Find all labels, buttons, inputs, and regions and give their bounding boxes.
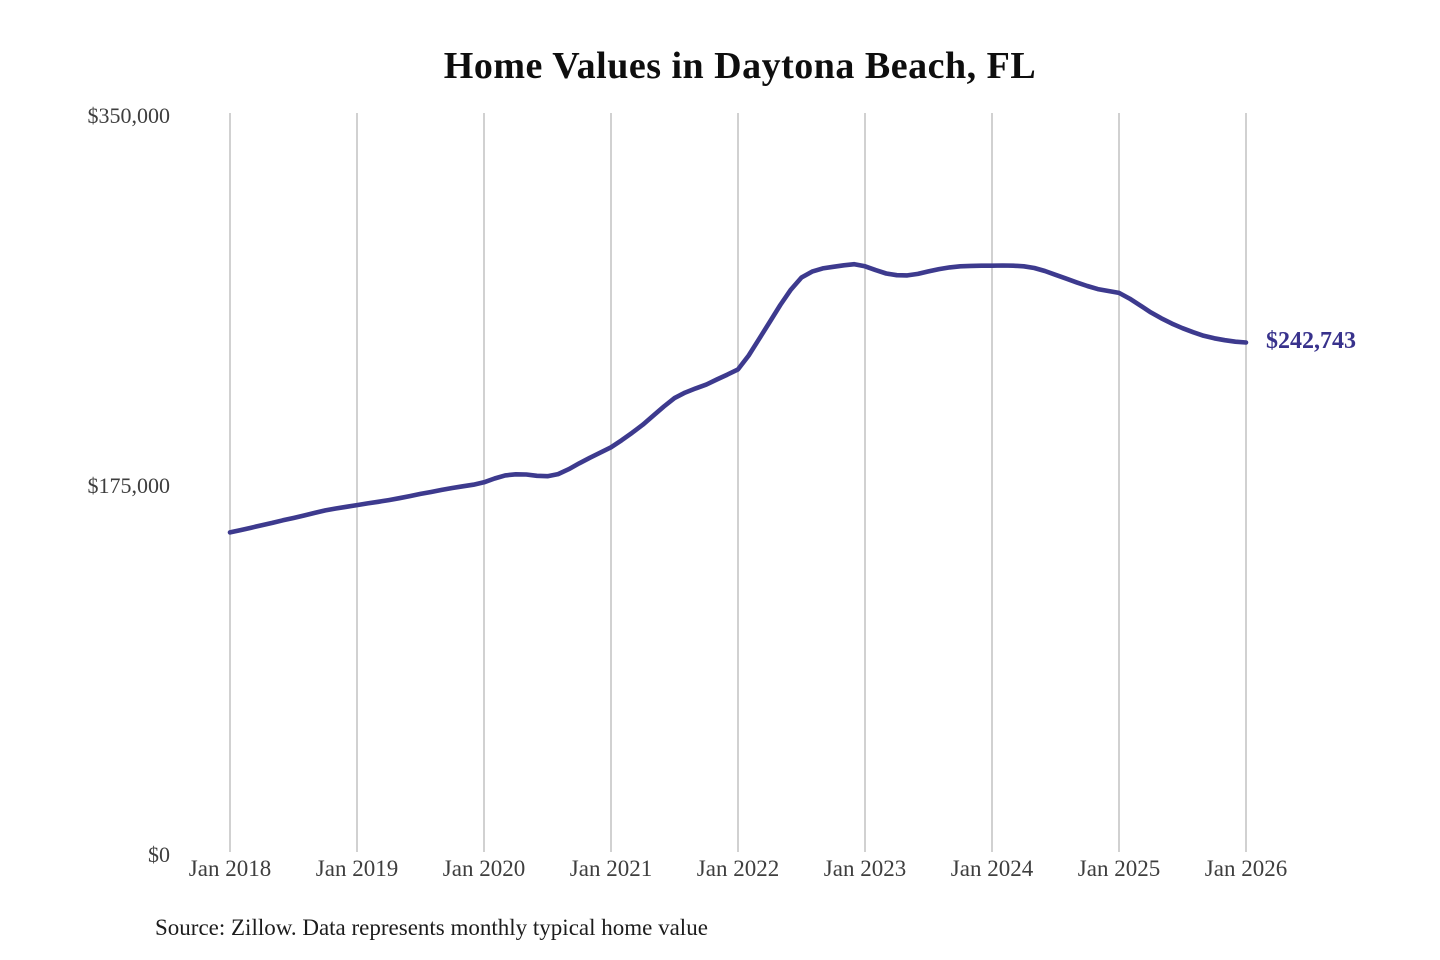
- y-axis-tick-label: $175,000: [87, 472, 171, 498]
- y-axis-tick-label: $0: [148, 842, 170, 867]
- x-axis-tick-label: Jan 2023: [823, 856, 907, 881]
- x-axis-tick-label: Jan 2018: [188, 856, 272, 881]
- x-axis-tick-label: Jan 2025: [1077, 856, 1161, 881]
- source-note: Source: Zillow. Data represents monthly …: [155, 915, 708, 940]
- x-axis-tick-label: Jan 2019: [315, 856, 399, 881]
- chart-title: Home Values in Daytona Beach, FL: [443, 45, 1037, 87]
- x-axis-tick-label: Jan 2026: [1204, 856, 1288, 881]
- y-axis-tick-label: $350,000: [87, 103, 171, 128]
- home-value-line: [227, 261, 1249, 535]
- x-axis-tick-label: Jan 2020: [442, 856, 526, 881]
- current-value-label: $242,743: [1266, 328, 1356, 355]
- x-axis-tick-label: Jan 2022: [696, 856, 780, 881]
- x-axis-tick-label: Jan 2021: [569, 856, 653, 881]
- x-axis-tick-label: Jan 2024: [950, 856, 1034, 881]
